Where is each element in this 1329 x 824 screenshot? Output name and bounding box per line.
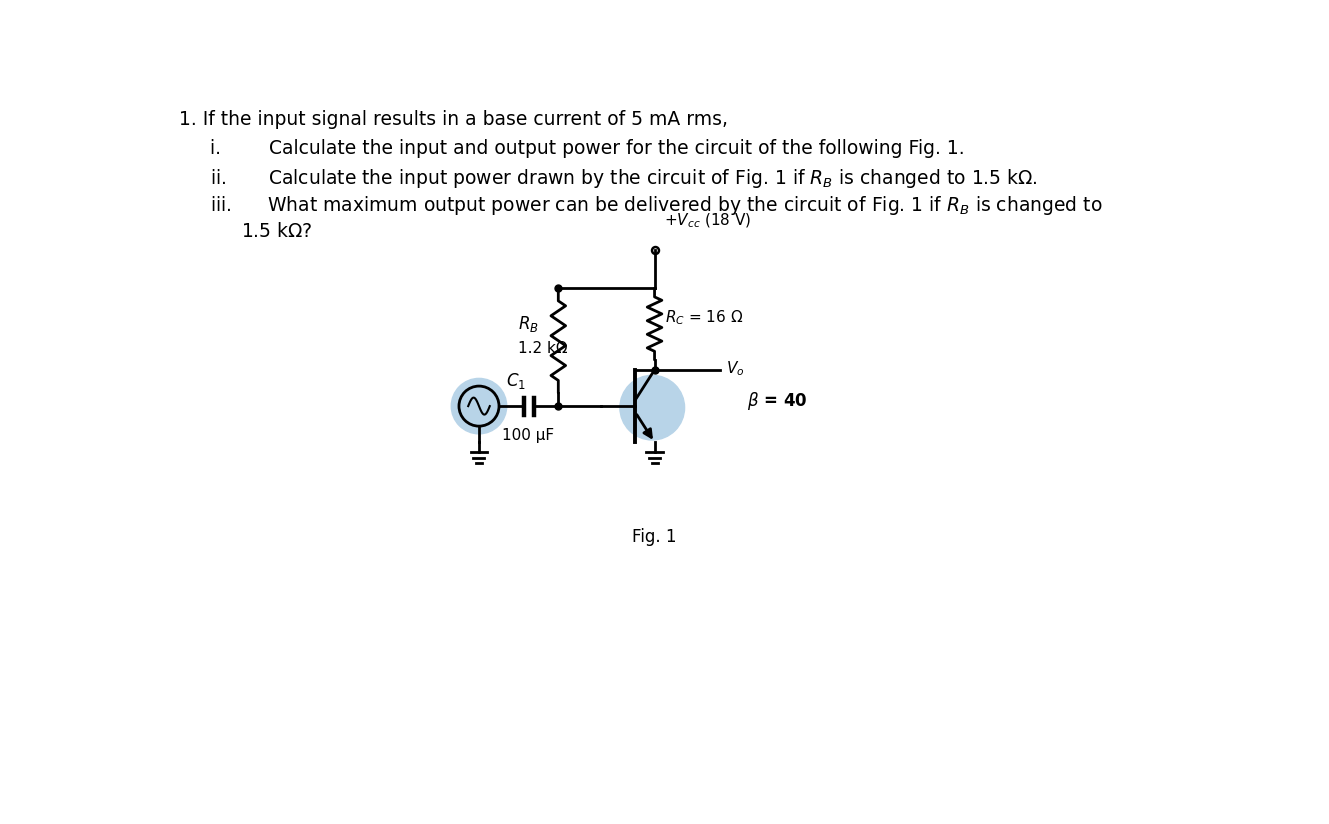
Text: 100 μF: 100 μF	[502, 428, 554, 442]
Text: 1.5 k$\Omega$?: 1.5 k$\Omega$?	[241, 222, 312, 241]
Text: $R_C$ = 16 Ω: $R_C$ = 16 Ω	[664, 309, 743, 327]
Text: $V_o$: $V_o$	[726, 359, 744, 377]
Text: $C_1$: $C_1$	[505, 371, 525, 391]
Text: ii.       Calculate the input power drawn by the circuit of Fig. 1 if $R_B$ is c: ii. Calculate the input power drawn by t…	[210, 166, 1038, 190]
Text: $R_B$: $R_B$	[518, 314, 540, 334]
Text: 1.2 kΩ: 1.2 kΩ	[518, 341, 567, 356]
Circle shape	[619, 375, 684, 440]
Text: Fig. 1: Fig. 1	[633, 528, 676, 546]
Text: $+V_{cc}$ (18 V): $+V_{cc}$ (18 V)	[663, 212, 751, 230]
Text: i.        Calculate the input and output power for the circuit of the following : i. Calculate the input and output power …	[210, 139, 965, 158]
Text: 1. If the input signal results in a base current of 5 mA rms,: 1. If the input signal results in a base…	[179, 110, 728, 129]
Circle shape	[452, 378, 506, 433]
Text: $\beta$ = 40: $\beta$ = 40	[747, 391, 808, 413]
Text: iii.      What maximum output power can be delivered by the circuit of Fig. 1 if: iii. What maximum output power can be de…	[210, 194, 1103, 218]
